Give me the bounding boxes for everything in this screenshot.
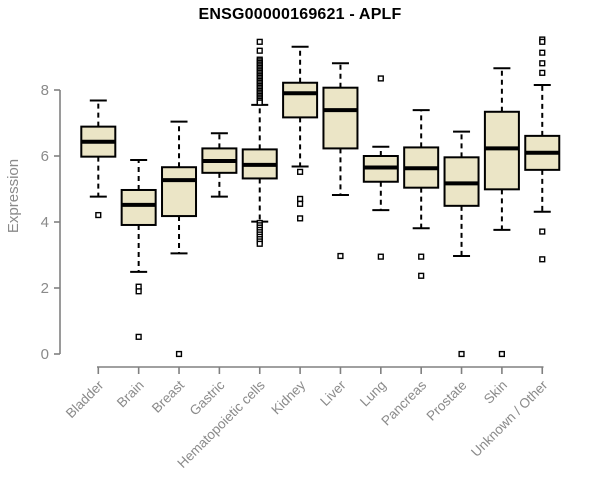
boxplot-gastric (201, 132, 238, 198)
outlier-point (256, 38, 263, 45)
boxplot-prostate (443, 130, 480, 358)
outlier-point (175, 350, 183, 358)
outlier-point (539, 49, 546, 56)
boxplot-kidney (282, 45, 319, 222)
x-category-label: Pancreas (378, 377, 429, 428)
y-tick-label: 6 (41, 148, 49, 165)
outlier-point (377, 253, 384, 260)
iqr-box (120, 188, 157, 226)
x-category-label: Breast (149, 377, 187, 415)
outlier-point (256, 47, 263, 54)
outlier-point (337, 252, 344, 260)
x-category-label: Skin (481, 378, 510, 407)
boxplot-brain (120, 158, 157, 340)
outlier-point (377, 75, 384, 82)
outlier-point (297, 215, 304, 222)
outlier-point (539, 256, 546, 263)
boxplot-hematopoietic-cells (241, 38, 278, 247)
boxplot-liver (322, 62, 359, 260)
outlier-point (418, 253, 425, 260)
boxplot-bladder (80, 99, 117, 219)
outlier-point (135, 288, 142, 295)
outlier-point (539, 228, 546, 235)
chart-title: ENSG00000169621 - APLF (198, 6, 402, 23)
y-tick-label: 4 (41, 214, 49, 231)
y-tick-label: 0 (41, 346, 49, 363)
outlier-point (256, 240, 263, 247)
outlier-point (539, 60, 546, 67)
iqr-box (161, 166, 198, 218)
x-category-label: Kidney (268, 377, 308, 417)
x-category-label: Prostate (423, 378, 469, 424)
boxplot-pancreas (403, 109, 440, 279)
y-tick-label: 2 (41, 280, 49, 297)
iqr-box (282, 81, 319, 119)
boxplot-unknown-other (524, 36, 561, 263)
boxplot-breast (161, 120, 198, 358)
iqr-box (322, 86, 359, 150)
outlier-point (498, 350, 506, 358)
outlier-point (297, 195, 304, 203)
outlier-point (256, 99, 263, 106)
boxplot-lung (362, 75, 399, 260)
x-category-label: Bladder (63, 377, 107, 421)
outlier-point (297, 200, 304, 207)
iqr-box (483, 110, 520, 191)
y-tick-label: 8 (41, 82, 49, 99)
outlier-point (539, 38, 546, 45)
x-category-label: Unknown / Other (468, 377, 551, 460)
x-category-label: Brain (114, 378, 147, 411)
outlier-point (135, 333, 142, 340)
outlier-point (297, 168, 304, 175)
outlier-point (95, 211, 102, 219)
x-category-label: Liver (317, 377, 349, 409)
outlier-point (418, 272, 425, 279)
outlier-point (539, 69, 546, 76)
boxplot-skin (483, 67, 520, 358)
x-category-label: Lung (357, 378, 389, 410)
outlier-point (458, 350, 465, 358)
